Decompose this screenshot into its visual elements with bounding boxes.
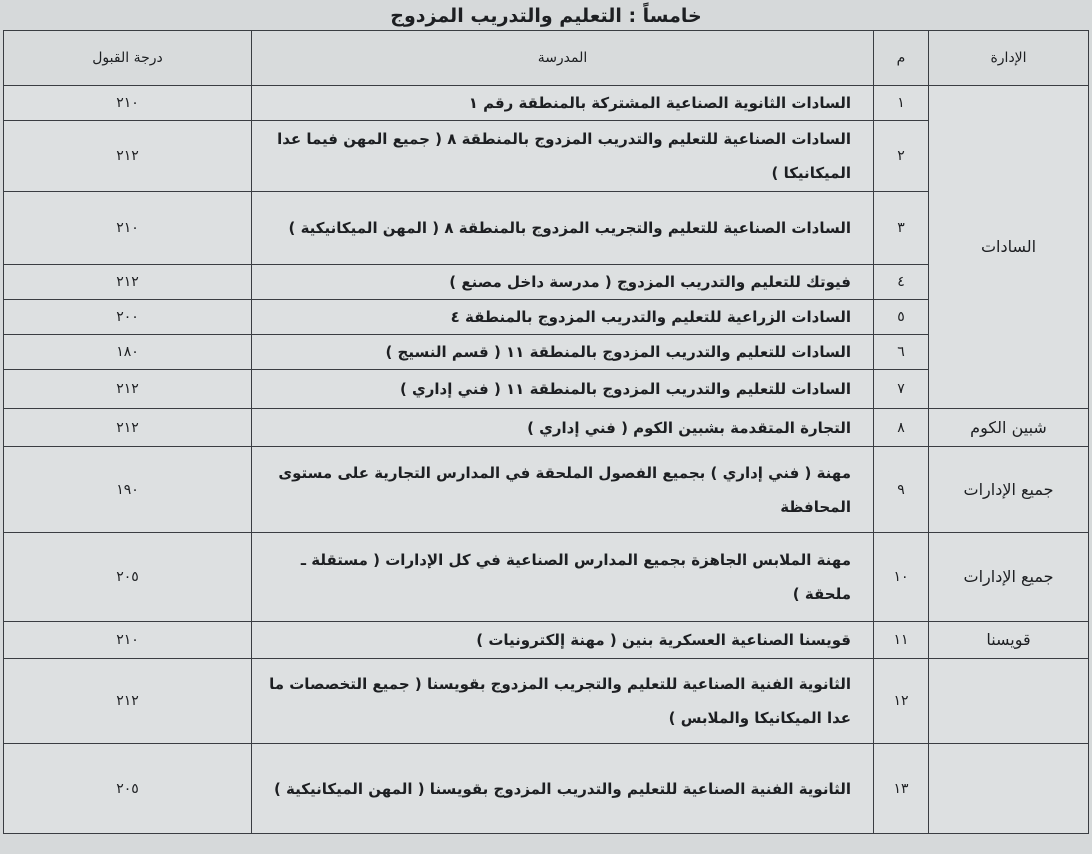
- row-number: ٧: [873, 369, 929, 409]
- row-number: ٩: [873, 446, 929, 533]
- header-admin: الإدارة: [928, 30, 1089, 86]
- admin-cell: قويسنا: [928, 621, 1089, 659]
- admin-cell: شبين الكوم: [928, 408, 1089, 447]
- header-score: درجة القبول: [3, 30, 252, 86]
- row-number: ٥: [873, 299, 929, 335]
- section-title: خامساً : التعليم والتدريب المزدوج: [390, 5, 702, 27]
- admission-score: ٢١٢: [3, 369, 252, 409]
- admission-score: ٢١٢: [3, 264, 252, 300]
- table-row: جميع الإدارات ١٠ مهنة الملابس الجاهزة بج…: [3, 532, 1089, 622]
- table-row: ١٣ الثانوية الفنية الصناعية للتعليم والت…: [3, 743, 1089, 834]
- table-row: شبين الكوم ٨ التجارة المتقدمة بشبين الكو…: [3, 408, 1089, 447]
- school-name: السادات الصناعية للتعليم والتدريب المزدو…: [251, 120, 874, 192]
- row-number: ٣: [873, 191, 929, 265]
- school-name: مهنة ( فني إداري ) بجميع الفصول الملحقة …: [251, 446, 874, 533]
- row-number: ٨: [873, 408, 929, 447]
- admission-score: ٢١٢: [3, 658, 252, 744]
- table-row: ٥ السادات الزراعية للتعليم والتدريب المز…: [3, 299, 1089, 335]
- row-number: ٢: [873, 120, 929, 192]
- admission-score: ١٨٠: [3, 334, 252, 370]
- admin-cell: السادات: [928, 85, 1089, 409]
- school-name: السادات للتعليم والتدريب المزدوج بالمنطق…: [251, 334, 874, 370]
- school-name: مهنة الملابس الجاهزة بجميع المدارس الصنا…: [251, 532, 874, 622]
- admission-score: ٢١٠: [3, 85, 252, 121]
- table-row: ٦ السادات للتعليم والتدريب المزدوج بالمن…: [3, 334, 1089, 370]
- table-row: ٧ السادات للتعليم والتدريب المزدوج بالمن…: [3, 369, 1089, 409]
- admission-score: ٢٠٥: [3, 743, 252, 834]
- row-number: ١١: [873, 621, 929, 659]
- table-row: قويسنا ١١ قويسنا الصناعية العسكرية بنين …: [3, 621, 1089, 659]
- row-number: ١: [873, 85, 929, 121]
- school-name: السادات للتعليم والتدريب المزدوج بالمنطق…: [251, 369, 874, 409]
- table-row: ١٢ الثانوية الفنية الصناعية للتعليم والت…: [3, 658, 1089, 744]
- header-row: الإدارة م المدرسة درجة القبول: [3, 30, 1089, 86]
- admission-score: ٢٠٠: [3, 299, 252, 335]
- admission-score: ١٩٠: [3, 446, 252, 533]
- table-row: ٤ فيوتك للتعليم والتدريب المزدوج ( مدرسة…: [3, 264, 1089, 300]
- school-name: السادات الثانوية الصناعية المشتركة بالمن…: [251, 85, 874, 121]
- header-num: م: [873, 30, 929, 86]
- admin-cell: جميع الإدارات: [928, 446, 1089, 533]
- row-number: ١٣: [873, 743, 929, 834]
- table-row: ٢ السادات الصناعية للتعليم والتدريب المز…: [3, 120, 1089, 192]
- admission-score: ٢١٠: [3, 191, 252, 265]
- admin-cell: [928, 658, 1089, 744]
- admission-score: ٢١٢: [3, 408, 252, 447]
- school-name: السادات الزراعية للتعليم والتدريب المزدو…: [251, 299, 874, 335]
- row-number: ١٢: [873, 658, 929, 744]
- header-school: المدرسة: [251, 30, 874, 86]
- school-name: السادات الصناعية للتعليم والتجريب المزدو…: [251, 191, 874, 265]
- school-name: فيوتك للتعليم والتدريب المزدوج ( مدرسة د…: [251, 264, 874, 300]
- admin-cell: جميع الإدارات: [928, 532, 1089, 622]
- row-number: ١٠: [873, 532, 929, 622]
- admission-score: ٢٠٥: [3, 532, 252, 622]
- table-row: جميع الإدارات ٩ مهنة ( فني إداري ) بجميع…: [3, 446, 1089, 533]
- school-name: الثانوية الفنية الصناعية للتعليم والتدري…: [251, 743, 874, 834]
- table-row: ٣ السادات الصناعية للتعليم والتجريب المز…: [3, 191, 1089, 265]
- admission-score: ٢١٠: [3, 621, 252, 659]
- school-name: الثانوية الفنية الصناعية للتعليم والتجري…: [251, 658, 874, 744]
- row-number: ٦: [873, 334, 929, 370]
- school-name: قويسنا الصناعية العسكرية بنين ( مهنة إلك…: [251, 621, 874, 659]
- admin-cell: [928, 743, 1089, 834]
- admission-table: الإدارة م المدرسة درجة القبول السادات ١ …: [3, 30, 1089, 834]
- school-name: التجارة المتقدمة بشبين الكوم ( فني إداري…: [251, 408, 874, 447]
- admission-score: ٢١٢: [3, 120, 252, 192]
- row-number: ٤: [873, 264, 929, 300]
- table-row: السادات ١ السادات الثانوية الصناعية المش…: [3, 85, 1089, 409]
